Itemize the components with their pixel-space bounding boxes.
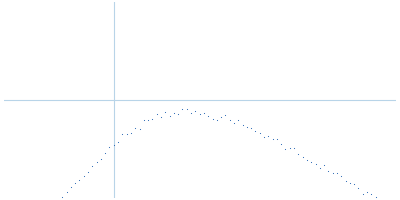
- Point: [93, 160, 100, 164]
- Point: [166, 114, 173, 117]
- Point: [136, 127, 143, 130]
- Point: [252, 129, 259, 133]
- Point: [300, 155, 306, 159]
- Point: [222, 114, 228, 117]
- Point: [106, 145, 113, 148]
- Point: [192, 110, 198, 113]
- Point: [248, 127, 254, 130]
- Point: [154, 112, 160, 115]
- Point: [201, 112, 207, 115]
- Point: [334, 172, 340, 175]
- Point: [235, 119, 242, 122]
- Point: [188, 111, 194, 115]
- Point: [282, 148, 289, 151]
- Point: [102, 152, 108, 155]
- Point: [261, 136, 267, 139]
- Point: [80, 174, 87, 177]
- Point: [158, 115, 164, 119]
- Point: [214, 119, 220, 122]
- Point: [265, 134, 272, 138]
- Point: [330, 171, 336, 175]
- Point: [270, 138, 276, 141]
- Point: [364, 190, 370, 193]
- Point: [205, 115, 212, 118]
- Point: [321, 164, 327, 167]
- Point: [128, 132, 134, 135]
- Point: [355, 187, 362, 190]
- Point: [132, 127, 138, 130]
- Point: [124, 133, 130, 136]
- Point: [85, 170, 91, 173]
- Point: [59, 195, 66, 199]
- Point: [149, 117, 156, 120]
- Point: [89, 165, 96, 168]
- Point: [244, 125, 250, 128]
- Point: [291, 146, 297, 149]
- Point: [171, 111, 177, 115]
- Point: [218, 116, 224, 119]
- Point: [372, 195, 379, 198]
- Point: [226, 119, 233, 122]
- Point: [184, 107, 190, 111]
- Point: [304, 158, 310, 162]
- Point: [239, 123, 246, 127]
- Point: [179, 108, 186, 111]
- Point: [72, 182, 78, 185]
- Point: [286, 147, 293, 150]
- Point: [55, 199, 61, 200]
- Point: [338, 174, 344, 177]
- Point: [347, 181, 353, 184]
- Point: [360, 192, 366, 195]
- Point: [209, 117, 216, 121]
- Point: [63, 191, 70, 194]
- Point: [76, 178, 83, 182]
- Point: [141, 118, 147, 122]
- Point: [342, 179, 349, 183]
- Point: [119, 133, 126, 136]
- Point: [278, 143, 284, 146]
- Point: [308, 161, 314, 164]
- Point: [368, 192, 374, 195]
- Point: [98, 158, 104, 161]
- Point: [295, 152, 302, 155]
- Point: [325, 169, 332, 173]
- Point: [162, 110, 168, 114]
- Point: [115, 141, 121, 144]
- Point: [175, 112, 181, 115]
- Point: [256, 132, 263, 135]
- Point: [312, 162, 319, 165]
- Point: [145, 119, 151, 122]
- Point: [196, 112, 203, 115]
- Point: [110, 144, 117, 147]
- Point: [231, 121, 237, 125]
- Point: [351, 183, 357, 186]
- Point: [68, 185, 74, 188]
- Point: [274, 138, 280, 141]
- Point: [317, 166, 323, 169]
